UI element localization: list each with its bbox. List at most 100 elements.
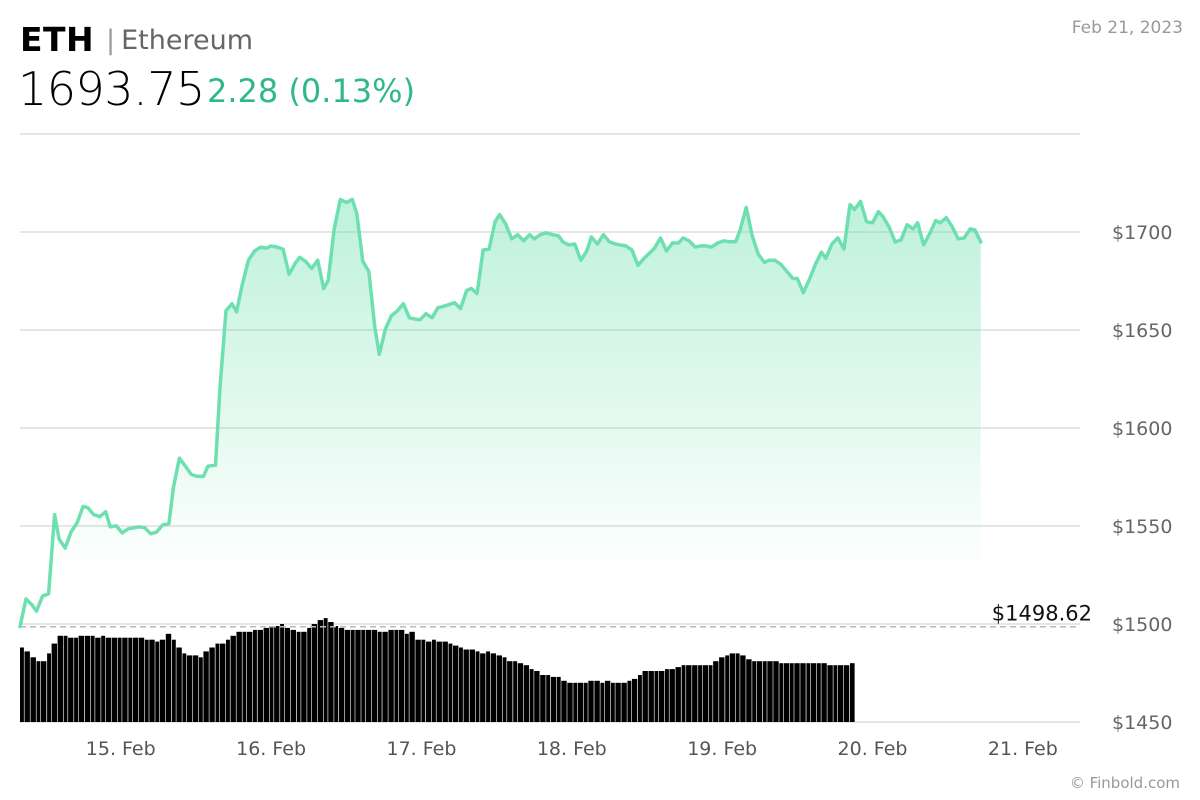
volume-bar <box>296 631 301 722</box>
volume-bar <box>762 661 767 722</box>
volume-bar <box>101 635 106 722</box>
x-tick-label: 17. Feb <box>386 738 456 760</box>
volume-bar <box>328 622 334 722</box>
volume-bar <box>708 665 713 722</box>
volume-bar <box>338 627 345 722</box>
y-tick-label: $1650 <box>1112 320 1172 342</box>
volume-bar <box>752 661 757 722</box>
volume-bar <box>84 635 91 722</box>
volume-bar <box>307 627 312 722</box>
volume-bar <box>344 629 351 722</box>
volume-bar <box>567 682 573 722</box>
volume-bar <box>843 665 850 722</box>
volume-bar <box>78 635 84 722</box>
volume-bar <box>41 661 47 722</box>
volume-bar <box>850 663 855 722</box>
volume-bar <box>57 635 63 722</box>
volume-bar <box>594 680 600 722</box>
volume-bar <box>159 639 166 722</box>
volume-bar <box>144 639 149 722</box>
volume-bar <box>686 665 692 722</box>
volume-bar <box>122 637 128 722</box>
volume-bar <box>269 626 274 722</box>
volume-bar <box>165 633 172 722</box>
volume-bar <box>642 671 648 722</box>
volume-bar <box>669 669 675 722</box>
volume-bar <box>155 641 160 722</box>
volume-bar <box>132 637 139 722</box>
volume-bar <box>290 629 296 722</box>
volume-bar <box>631 678 638 722</box>
y-tick-label: $1700 <box>1112 222 1172 244</box>
volume-bar <box>421 639 426 722</box>
volume-bar <box>453 645 459 722</box>
volume-bar <box>198 657 203 722</box>
volume-bar <box>517 663 524 722</box>
volume-bar <box>226 639 230 722</box>
volume-bar <box>365 629 372 722</box>
asset-name: | Ethereum <box>106 25 253 56</box>
volume-bar <box>415 639 421 722</box>
chart-date: Feb 21, 2023 <box>1071 18 1183 38</box>
volume-bar <box>681 665 686 722</box>
volume-bar <box>659 671 665 722</box>
volume-bar <box>317 620 324 722</box>
volume-bar <box>284 627 290 722</box>
volume-bar <box>355 629 361 722</box>
volume-bar <box>556 676 561 722</box>
volume-bar <box>350 629 355 722</box>
volume-bar <box>794 663 800 722</box>
volume-bar <box>301 631 307 722</box>
volume-bar <box>702 665 708 722</box>
volume-bar <box>821 663 827 722</box>
volume-bar <box>779 663 784 722</box>
volume-bar <box>810 663 817 722</box>
volume-bar <box>394 629 399 722</box>
volume-bar <box>561 680 567 722</box>
volume-bar <box>90 635 95 722</box>
title-separator: | <box>106 25 116 56</box>
volume-bar <box>105 637 112 722</box>
y-axis-labels: $1450 $1500 $1550 $1600 $1650 $1700 <box>1112 222 1172 734</box>
volume-bar <box>442 641 448 722</box>
source-credit: © Finbold.com <box>1069 774 1180 792</box>
x-tick-label: 16. Feb <box>236 738 306 760</box>
y-tick-label: $1600 <box>1112 418 1172 440</box>
y-tick-label: $1500 <box>1112 614 1172 636</box>
volume-bar <box>756 661 763 722</box>
y-tick-label: $1550 <box>1112 516 1172 538</box>
x-tick-label: 19. Feb <box>687 738 757 760</box>
volume-bar <box>149 639 155 722</box>
volume-bar <box>583 682 588 722</box>
volume-bar <box>480 653 486 722</box>
volume-bar <box>436 641 442 722</box>
volume-bar <box>486 651 490 722</box>
x-axis-labels: 15. Feb 16. Feb 17. Feb 18. Feb 19. Feb 20. F… <box>86 738 1058 760</box>
volume-bar <box>783 663 790 722</box>
volume-bar <box>529 669 534 722</box>
volume-bar <box>311 624 318 722</box>
volume-bar <box>475 651 480 722</box>
volume-bar <box>573 682 578 722</box>
price-line <box>18 197 983 629</box>
volume-bar <box>604 680 611 722</box>
volume-bar <box>382 631 388 722</box>
x-tick-label: 21. Feb <box>988 738 1058 760</box>
volume-bar <box>247 631 253 722</box>
volume-bar <box>220 643 226 722</box>
volume-bar <box>409 631 415 722</box>
volume-bar <box>182 653 187 722</box>
volume-bar <box>138 637 145 722</box>
volume-bar <box>30 657 36 722</box>
volume-bar <box>523 665 530 722</box>
volume-bar <box>68 637 74 722</box>
x-tick-label: 18. Feb <box>537 738 607 760</box>
asset-name-text: Ethereum <box>121 25 254 56</box>
volume-bar <box>816 663 821 722</box>
volume-bar <box>496 655 502 722</box>
volume-bar <box>171 639 176 722</box>
volume-bar <box>513 661 518 722</box>
volume-bar <box>111 637 118 722</box>
x-tick-label: 15. Feb <box>86 738 156 760</box>
current-price: 1693.75 <box>18 62 205 116</box>
